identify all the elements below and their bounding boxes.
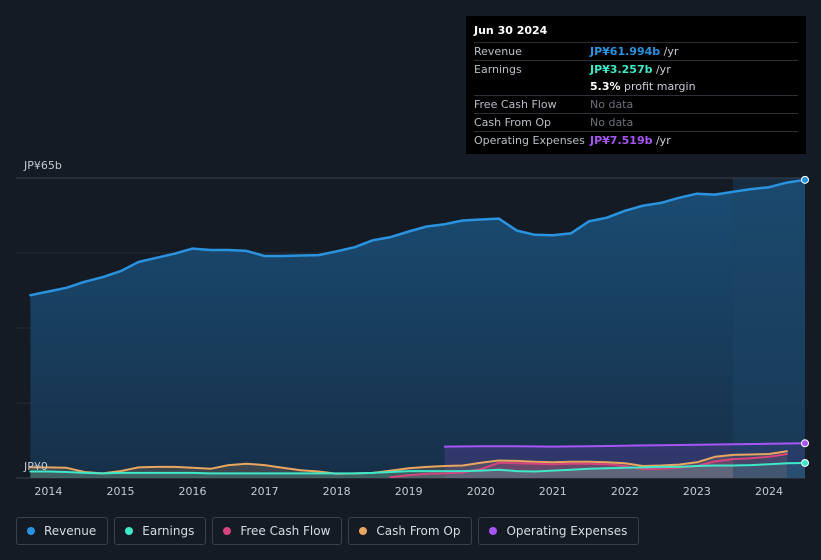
legend-item-cash-from-op[interactable]: Cash From Op [348,517,473,545]
y-tick-label: JP¥0 [23,460,48,473]
operating-expenses-area [444,443,805,478]
legend-label: Free Cash Flow [240,524,331,538]
tooltip-row-free-cash-flow: Free Cash Flow No data [474,96,798,114]
x-tick-label: 2021 [539,485,567,498]
tooltip-value: No data [590,98,634,111]
tooltip-label: Free Cash Flow [474,98,557,111]
tooltip-row-revenue: Revenue JP¥61.994b /yr [474,43,798,61]
tooltip-row-operating-expenses: Operating Expenses JP¥7.519b /yr [474,132,798,149]
legend-label: Revenue [44,524,97,538]
tooltip-unit: profit margin [620,80,696,93]
y-axis-ticks: JP¥65b JP¥0 [23,159,62,473]
revenue-area [30,179,805,479]
tooltip-label [474,78,590,95]
tooltip-row-cash-from-op: Cash From Op No data [474,114,798,132]
series-lines [29,178,807,479]
legend-label: Earnings [142,524,195,538]
cash-from-op-area [30,451,787,478]
series-end-markers [801,175,809,467]
x-tick-label: 2014 [34,485,62,498]
tooltip-label: Earnings [474,63,522,76]
tooltip-unit: /yr [660,45,679,58]
legend-label: Operating Expenses [506,524,628,538]
x-tick-label: 2017 [251,485,279,498]
tooltip-row-earnings: Earnings JP¥3.257b /yr [474,61,798,78]
x-tick-label: 2018 [323,485,351,498]
tooltip-label: Revenue [474,45,522,58]
y-tick-label: JP¥65b [23,159,62,172]
earnings-end-marker [801,458,809,467]
x-tick-label: 2022 [611,485,639,498]
x-tick-label: 2024 [755,485,783,498]
legend-dot-icon [27,527,35,535]
legend: Revenue Earnings Free Cash Flow Cash Fro… [16,517,640,547]
legend-dot-icon [359,527,368,535]
x-tick-label: 2015 [106,485,134,498]
legend-dot-icon [125,527,134,535]
revenue-line [29,178,807,297]
earnings-line [29,462,806,475]
tooltip-value: 5.3% [590,80,621,93]
revenue-end-marker [801,175,809,184]
tooltip: Jun 30 2024 Revenue JP¥61.994b /yr Earni… [466,16,806,154]
x-tick-label: 2023 [683,485,711,498]
operating-expenses-line [443,442,806,448]
tooltip-row-margin: 5.3% profit margin [474,78,798,96]
series-areas [30,179,805,479]
tooltip-value: JP¥3.257b [590,63,653,76]
operating-expenses-end-marker [801,439,809,448]
tooltip-date: Jun 30 2024 [474,22,798,43]
tooltip-value: JP¥7.519b [590,134,653,147]
x-tick-label: 2016 [179,485,207,498]
tooltip-value: JP¥61.994b [590,45,661,58]
forecast-highlight [732,178,805,478]
legend-item-earnings[interactable]: Earnings [114,517,207,545]
legend-item-operating-expenses[interactable]: Operating Expenses [478,517,640,545]
x-tick-label: 2019 [395,485,423,498]
tooltip-label: Operating Expenses [474,134,585,147]
tooltip-label: Cash From Op [474,116,552,129]
cash-from-op-line [29,450,788,475]
legend-dot-icon [223,527,232,535]
x-tick-label: 2020 [467,485,495,498]
tooltip-unit: /yr [652,134,671,147]
x-axis-ticks: 2014 2015 2016 2017 2018 2019 2020 2021 2022 2023… [34,485,783,498]
legend-item-free-cash-flow[interactable]: Free Cash Flow [212,517,343,545]
legend-label: Cash From Op [376,524,461,538]
free-cash-flow-line [389,453,788,479]
free-cash-flow-area [390,454,787,478]
legend-item-revenue[interactable]: Revenue [16,517,109,545]
tooltip-unit: /yr [652,63,671,76]
tooltip-value: No data [590,116,634,129]
legend-dot-icon [489,527,498,535]
